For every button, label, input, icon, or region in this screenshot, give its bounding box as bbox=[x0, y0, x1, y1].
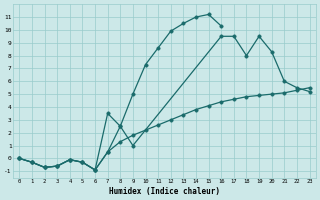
X-axis label: Humidex (Indice chaleur): Humidex (Indice chaleur) bbox=[109, 187, 220, 196]
